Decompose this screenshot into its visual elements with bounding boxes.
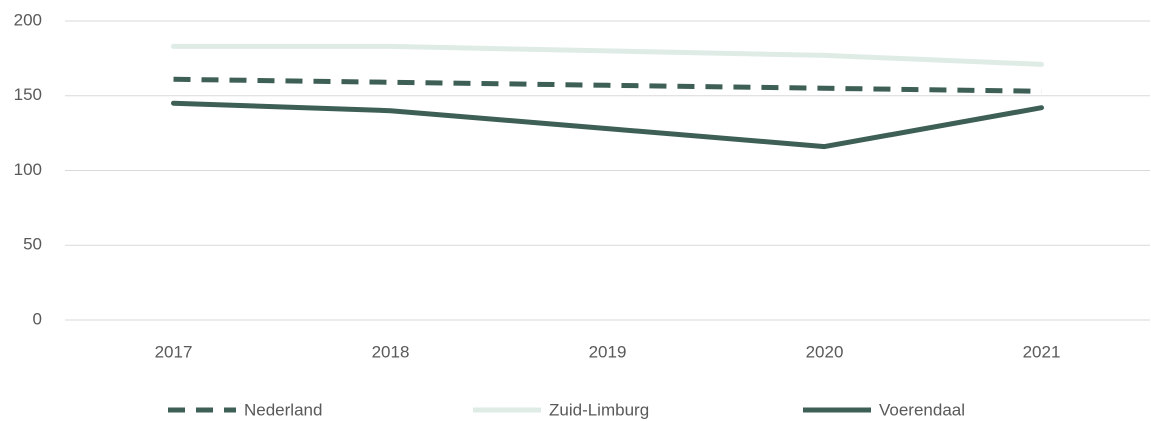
series-line xyxy=(171,43,1044,67)
x-tick-label: 2018 xyxy=(372,342,410,361)
y-tick-label: 50 xyxy=(23,235,42,254)
legend-label: Nederland xyxy=(244,400,322,419)
series-line xyxy=(173,76,1042,94)
x-tick-label: 2017 xyxy=(155,342,193,361)
legend-label: Voerendaal xyxy=(879,400,965,419)
x-tick-label: 2020 xyxy=(806,342,844,361)
y-tick-label: 150 xyxy=(14,85,42,104)
series-line xyxy=(171,100,1044,150)
x-tick-label: 2019 xyxy=(589,342,627,361)
y-tick-label: 100 xyxy=(14,160,42,179)
x-tick-label: 2021 xyxy=(1023,342,1061,361)
y-tick-label: 0 xyxy=(33,309,42,328)
y-tick-label: 200 xyxy=(14,10,42,29)
legend-label: Zuid-Limburg xyxy=(549,400,649,419)
